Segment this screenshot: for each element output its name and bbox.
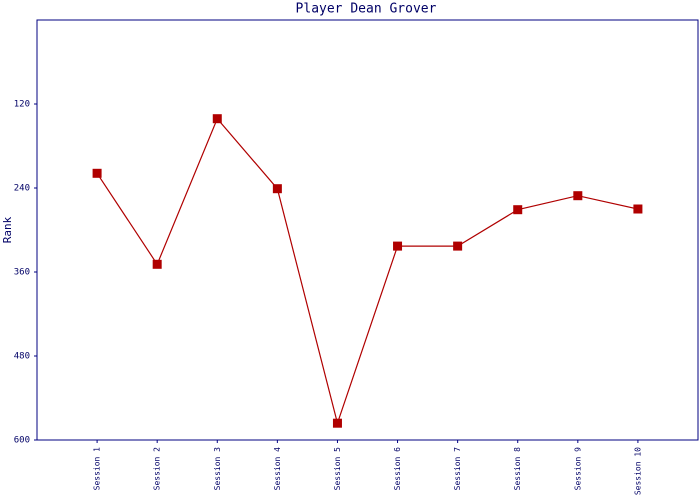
point-marker <box>272 184 282 194</box>
plot-frame <box>36 19 699 441</box>
x-tick-label: Session 2 <box>153 447 162 491</box>
x-tick-label: Session 5 <box>333 447 342 491</box>
y-tick-label: 240 <box>14 184 30 194</box>
x-tick-label: Session 1 <box>93 447 102 491</box>
x-tick-label: Session 10 <box>633 447 642 495</box>
chart-title: Player Dean Grover <box>296 2 437 17</box>
x-tick-label: Session 4 <box>273 447 282 491</box>
point-marker <box>152 259 162 269</box>
y-tick-label: 600 <box>14 436 30 446</box>
y-tick-label: 120 <box>14 100 30 110</box>
x-tick-label: Session 7 <box>453 447 462 491</box>
x-tick-label: Session 6 <box>393 447 402 491</box>
point-marker <box>92 168 102 178</box>
point-marker <box>332 418 342 428</box>
x-tick-label: Session 8 <box>513 447 522 491</box>
point-marker <box>453 241 463 251</box>
point-marker <box>393 241 403 251</box>
point-marker <box>633 204 643 214</box>
y-axis-label: Rank <box>1 216 14 243</box>
point-marker <box>513 205 523 215</box>
y-tick-label: 480 <box>14 352 30 362</box>
x-tick-label: Session 9 <box>573 447 582 491</box>
x-tick-label: Session 3 <box>213 447 222 491</box>
point-marker <box>212 114 222 124</box>
y-tick-label: 360 <box>14 268 30 278</box>
point-marker <box>573 191 583 201</box>
series-line <box>96 117 639 426</box>
